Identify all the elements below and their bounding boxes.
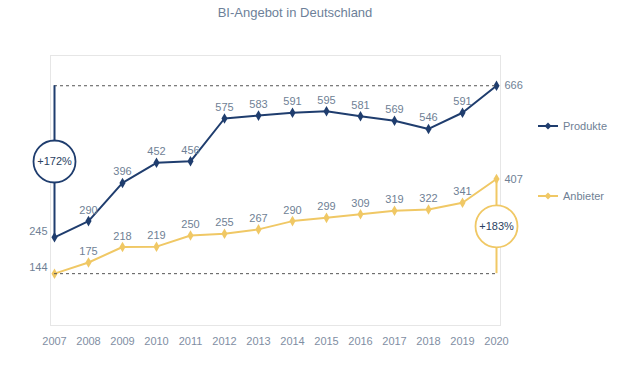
svg-text:2020: 2020 xyxy=(484,335,508,347)
svg-text:2014: 2014 xyxy=(280,335,304,347)
svg-text:250: 250 xyxy=(181,218,199,230)
svg-text:341: 341 xyxy=(453,185,471,197)
svg-text:+183%: +183% xyxy=(479,220,514,232)
svg-text:219: 219 xyxy=(147,229,165,241)
svg-text:255: 255 xyxy=(215,216,233,228)
svg-text:595: 595 xyxy=(317,94,335,106)
svg-text:581: 581 xyxy=(351,99,369,111)
svg-text:546: 546 xyxy=(419,111,437,123)
svg-text:218: 218 xyxy=(113,230,131,242)
svg-text:309: 309 xyxy=(351,197,369,209)
svg-text:2013: 2013 xyxy=(246,335,270,347)
html-text:Produkte: Produkte xyxy=(563,120,607,132)
html-text:BI-Angebot in Deutschland: BI-Angebot in Deutschland xyxy=(217,5,373,20)
svg-text:452: 452 xyxy=(147,145,165,157)
svg-text:299: 299 xyxy=(317,200,335,212)
svg-text:2015: 2015 xyxy=(314,335,338,347)
svg-text:245: 245 xyxy=(29,225,47,237)
svg-text:2010: 2010 xyxy=(144,335,168,347)
svg-text:2011: 2011 xyxy=(179,335,203,347)
svg-text:2017: 2017 xyxy=(382,335,406,347)
svg-text:2019: 2019 xyxy=(450,335,474,347)
svg-text:396: 396 xyxy=(113,165,131,177)
svg-text:2012: 2012 xyxy=(212,335,236,347)
svg-text:267: 267 xyxy=(249,212,267,224)
svg-text:2008: 2008 xyxy=(76,335,100,347)
svg-text:2016: 2016 xyxy=(348,335,372,347)
svg-text:175: 175 xyxy=(79,245,97,257)
svg-text:290: 290 xyxy=(283,204,301,216)
svg-text:+172%: +172% xyxy=(37,155,72,167)
svg-text:144: 144 xyxy=(29,261,47,273)
svg-text:583: 583 xyxy=(249,98,267,110)
svg-text:456: 456 xyxy=(181,144,199,156)
svg-text:2018: 2018 xyxy=(416,335,440,347)
svg-text:407: 407 xyxy=(505,173,523,185)
svg-text:2007: 2007 xyxy=(42,335,66,347)
svg-text:290: 290 xyxy=(79,204,97,216)
svg-text:575: 575 xyxy=(215,101,233,113)
svg-text:322: 322 xyxy=(419,192,437,204)
svg-text:2009: 2009 xyxy=(110,335,134,347)
html-text:Anbieter: Anbieter xyxy=(563,190,604,202)
svg-text:319: 319 xyxy=(385,193,403,205)
svg-text:591: 591 xyxy=(283,95,301,107)
svg-text:591: 591 xyxy=(453,95,471,107)
svg-text:569: 569 xyxy=(385,103,403,115)
svg-text:666: 666 xyxy=(505,79,523,91)
